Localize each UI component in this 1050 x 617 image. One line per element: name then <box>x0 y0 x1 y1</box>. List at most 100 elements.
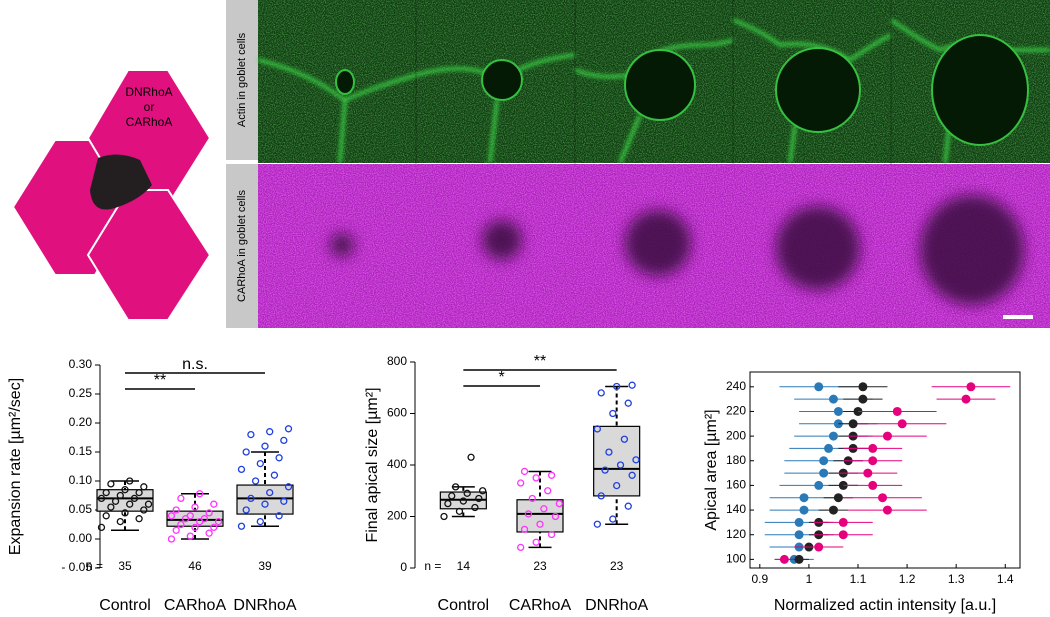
data-point <box>882 431 892 441</box>
y-tick-label: 0.15 <box>69 444 93 458</box>
y-tick-label: 160 <box>726 478 746 492</box>
data-point <box>961 394 971 404</box>
data-point <box>532 474 540 482</box>
data-point <box>858 394 868 404</box>
data-point <box>177 494 185 503</box>
x-tick-label: CARhoA <box>164 597 227 614</box>
x-tick-label: 0.9 <box>751 572 768 586</box>
data-point <box>814 382 824 392</box>
data-point <box>237 465 246 474</box>
diagram-label: DNRhoA <box>125 85 172 99</box>
y-tick-label: - 0.05 <box>61 560 92 574</box>
data-point <box>467 453 475 461</box>
n-value: 39 <box>258 559 272 573</box>
data-point <box>863 468 873 478</box>
data-point <box>247 494 255 503</box>
data-point <box>256 517 264 526</box>
data-point <box>597 492 605 500</box>
data-point <box>140 506 148 514</box>
y-tick-label: 0 <box>400 560 407 574</box>
y-tick-label: 800 <box>387 354 407 368</box>
data-point <box>794 530 804 540</box>
data-point <box>613 382 621 391</box>
data-point <box>270 471 279 479</box>
data-point <box>814 542 824 552</box>
data-point <box>536 520 544 528</box>
y-tick-label: 600 <box>387 406 407 420</box>
n-value: 35 <box>118 559 132 573</box>
data-point <box>200 515 209 523</box>
data-point <box>819 468 829 478</box>
data-point <box>214 517 223 526</box>
x-tick-label: 1.2 <box>899 572 916 586</box>
data-point <box>601 466 609 474</box>
data-point <box>897 419 907 429</box>
data-point <box>191 503 199 511</box>
n-value: 23 <box>533 559 547 573</box>
data-point <box>593 425 601 433</box>
data-point <box>528 494 536 503</box>
data-point <box>868 480 878 490</box>
n-value: 46 <box>188 559 202 573</box>
data-point <box>547 471 556 479</box>
data-point <box>205 529 213 537</box>
data-point <box>172 526 180 534</box>
data-point <box>107 480 115 488</box>
data-point <box>520 525 529 534</box>
data-point <box>882 505 892 515</box>
data-point <box>520 467 529 476</box>
diagram-label: or <box>144 100 155 114</box>
data-point <box>632 456 640 464</box>
data-point <box>779 554 789 564</box>
y-tick-label: 220 <box>726 404 746 418</box>
data-point <box>97 523 106 532</box>
data-point <box>107 503 115 511</box>
data-point <box>97 494 106 503</box>
y-tick-label: 0.10 <box>69 473 93 487</box>
data-point <box>892 406 902 416</box>
data-point <box>524 510 533 518</box>
data-point <box>794 554 804 564</box>
data-point <box>121 486 129 494</box>
data-point <box>828 394 838 404</box>
data-point <box>167 512 176 520</box>
cell-diagram: DNRhoA or CARhoA <box>11 69 212 321</box>
data-point <box>275 454 283 462</box>
data-point <box>868 443 878 453</box>
significance-label: ** <box>154 372 166 389</box>
data-point <box>838 530 848 540</box>
data-point <box>547 530 556 539</box>
data-point <box>540 505 548 513</box>
x-tick-label: DNRhoA <box>585 597 648 614</box>
y-tick-label: 200 <box>726 428 746 442</box>
significance-label: n.s. <box>182 356 208 373</box>
x-tick-label: 1 <box>806 572 813 586</box>
data-point <box>814 480 824 490</box>
data-point <box>451 483 460 491</box>
significance-label: ** <box>534 353 546 370</box>
data-point <box>448 492 456 500</box>
data-point <box>102 512 110 520</box>
box <box>236 484 294 515</box>
x-tick-label: Control <box>438 597 490 614</box>
data-point <box>628 381 636 389</box>
data-point <box>444 499 452 508</box>
data-point <box>186 512 194 520</box>
data-point <box>838 517 848 527</box>
n-label: n = <box>424 559 441 573</box>
data-point <box>121 509 129 517</box>
y-tick-label: 140 <box>726 502 746 516</box>
data-point <box>167 535 176 543</box>
data-point <box>471 503 479 512</box>
box <box>166 510 224 527</box>
data-point <box>597 389 605 397</box>
row-label: Actin in goblet cells <box>236 32 248 127</box>
data-point <box>280 497 288 505</box>
data-point <box>130 494 139 503</box>
data-point <box>177 520 185 529</box>
data-point <box>616 461 625 469</box>
data-point <box>794 517 804 527</box>
data-point <box>605 448 613 456</box>
data-point <box>868 456 878 466</box>
data-point <box>551 512 560 521</box>
